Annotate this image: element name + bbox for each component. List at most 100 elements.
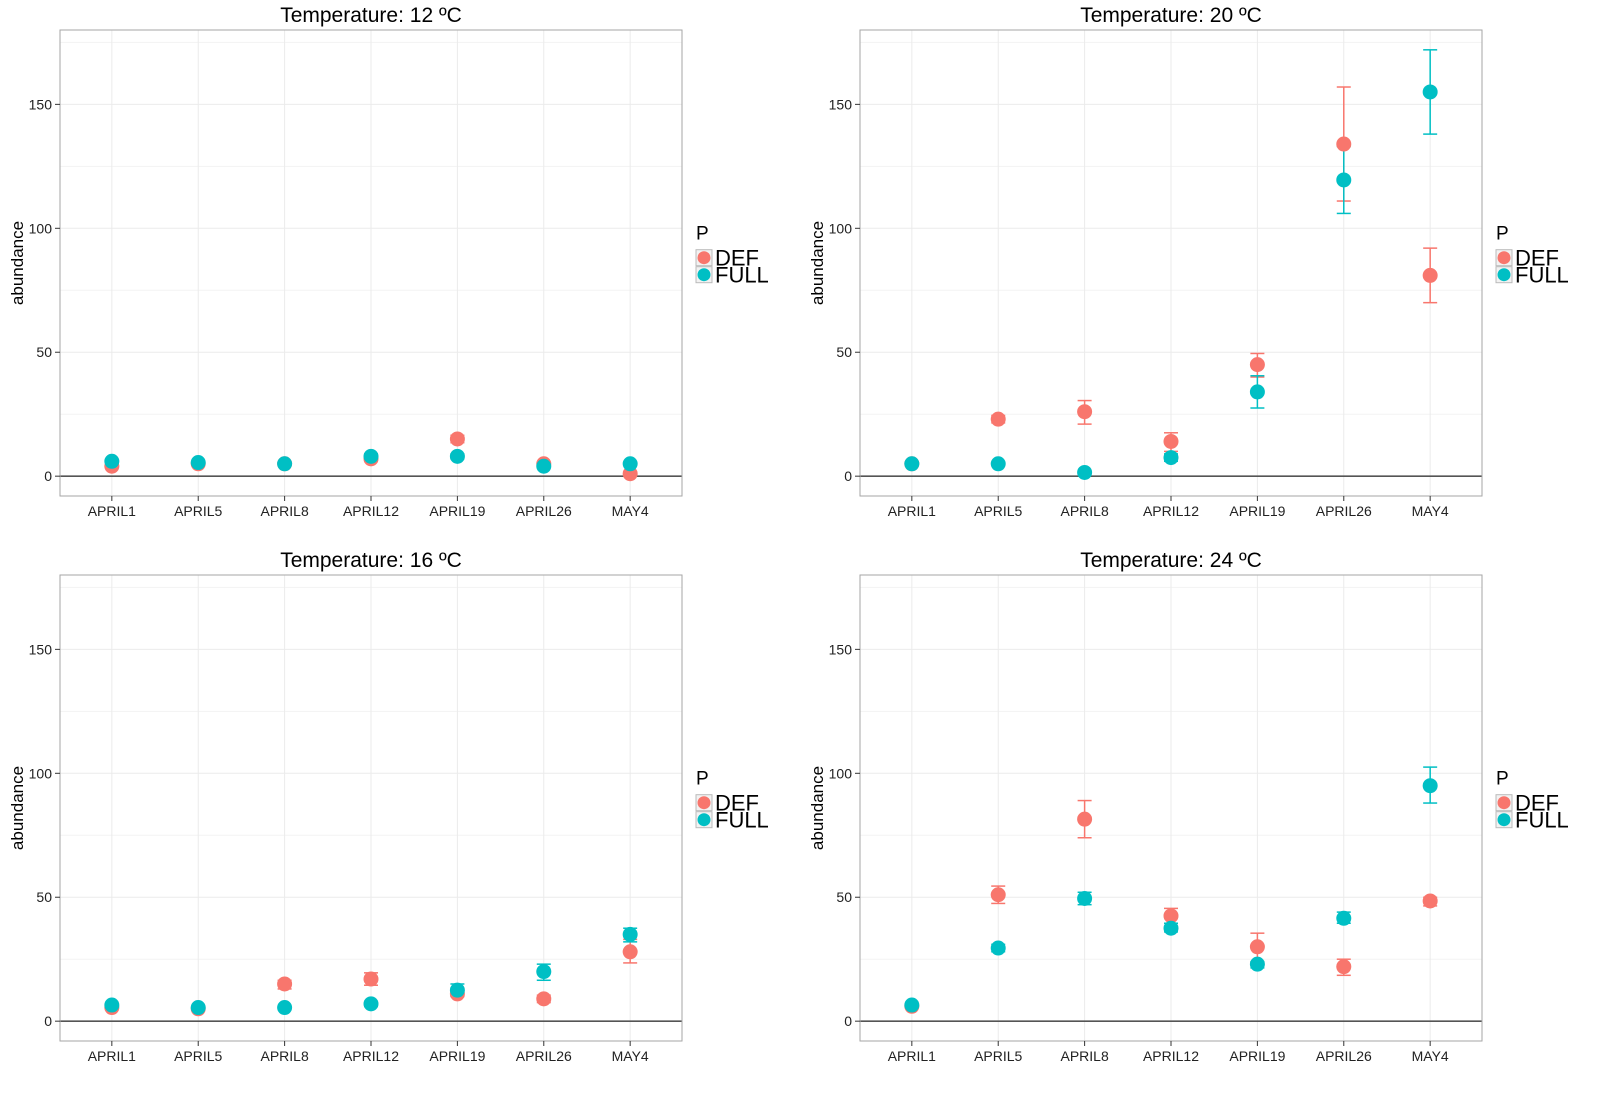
y-tick-label: 100	[829, 220, 853, 236]
legend-label: FULL	[1515, 263, 1569, 288]
y-tick-label: 150	[829, 96, 853, 112]
panel-temp-24: 0 50 100 150 APRIL1 APRIL5 APRIL8 APRIL12 APRIL1…	[800, 545, 1600, 1090]
x-tick-label: MAY4	[612, 1048, 649, 1064]
x-tick-label: APRIL12	[343, 503, 399, 519]
data-point-def	[1163, 433, 1179, 449]
data-point-full	[1422, 84, 1438, 100]
x-tick-label: APRIL19	[1229, 503, 1285, 519]
data-point-full	[1422, 778, 1438, 794]
x-tick-label: APRIL5	[174, 503, 222, 519]
data-point-full	[904, 456, 920, 472]
x-tick-label: APRIL8	[1060, 503, 1108, 519]
data-point-full	[1077, 464, 1093, 480]
data-point-full	[990, 940, 1006, 956]
legend-marker-def	[697, 796, 711, 810]
legend-label: DEF	[715, 791, 759, 816]
chart-temp-16: 0 50 100 150 APRIL1 APRIL5 APRIL8 APRIL12 APRIL1…	[8, 549, 769, 1064]
data-point-full	[449, 448, 465, 464]
data-point-full	[363, 996, 379, 1012]
y-tick-label: 0	[844, 468, 852, 484]
data-point-full	[990, 456, 1006, 472]
data-point-full	[1249, 384, 1265, 400]
chart-title: Temperature: 16 ºC	[280, 549, 462, 572]
panel-temp-16: 0 50 100 150 APRIL1 APRIL5 APRIL8 APRIL12 APRIL1…	[0, 545, 800, 1090]
data-point-full	[622, 926, 638, 942]
x-tick-label: APRIL26	[516, 1048, 572, 1064]
data-point-def	[1163, 908, 1179, 924]
data-point-full	[536, 964, 552, 980]
y-tick-label: 100	[29, 765, 53, 781]
legend-marker-full	[697, 268, 711, 282]
data-point-def	[1336, 959, 1352, 975]
chart-temp-12: 0 50 100 150 APRIL1 APRIL5 APRIL8 APRIL12 APRIL1…	[8, 4, 769, 519]
data-point-full	[622, 456, 638, 472]
x-tick-label: MAY4	[612, 503, 649, 519]
y-tick-label: 50	[836, 889, 852, 905]
y-tick-label: 0	[44, 468, 52, 484]
legend-title: P	[696, 224, 709, 245]
x-tick-label: APRIL19	[429, 503, 485, 519]
x-tick-label: APRIL12	[343, 1048, 399, 1064]
y-tick-label: 0	[44, 1013, 52, 1029]
y-tick-label: 150	[29, 96, 53, 112]
y-axis-label: abundance	[808, 221, 827, 305]
data-point-full	[104, 997, 120, 1013]
data-point-full	[1336, 910, 1352, 926]
y-axis-label: abundance	[8, 766, 27, 850]
data-point-def	[1422, 267, 1438, 283]
x-tick-label: APRIL5	[174, 1048, 222, 1064]
chart-temp-24: 0 50 100 150 APRIL1 APRIL5 APRIL8 APRIL12 APRIL1…	[808, 549, 1569, 1064]
y-tick-label: 50	[36, 889, 52, 905]
data-point-full	[190, 455, 206, 471]
legend-title: P	[696, 769, 709, 790]
data-point-full	[449, 982, 465, 998]
data-point-def	[622, 944, 638, 960]
chart-title: Temperature: 20 ºC	[1080, 4, 1262, 27]
x-tick-label: APRIL1	[88, 1048, 136, 1064]
x-tick-label: APRIL12	[1143, 503, 1199, 519]
data-point-full	[1249, 956, 1265, 972]
x-tick-label: APRIL19	[1229, 1048, 1285, 1064]
data-point-def	[449, 431, 465, 447]
chart-title: Temperature: 12 ºC	[280, 4, 462, 27]
x-tick-label: APRIL8	[260, 503, 308, 519]
x-tick-label: APRIL26	[516, 503, 572, 519]
data-point-def	[1422, 893, 1438, 909]
data-point-def	[536, 991, 552, 1007]
y-axis-label: abundance	[8, 221, 27, 305]
x-tick-label: APRIL19	[429, 1048, 485, 1064]
legend-label: DEF	[1515, 246, 1559, 271]
chart-title: Temperature: 24 ºC	[1080, 549, 1262, 572]
legend-title: P	[1496, 769, 1509, 790]
x-tick-label: MAY4	[1412, 503, 1449, 519]
legend-label: DEF	[1515, 791, 1559, 816]
data-point-full	[277, 1000, 293, 1016]
data-point-def	[1249, 939, 1265, 955]
y-tick-label: 150	[29, 641, 53, 657]
x-tick-label: APRIL1	[888, 1048, 936, 1064]
legend-title: P	[1496, 224, 1509, 245]
legend-marker-full	[1497, 268, 1511, 282]
x-tick-label: APRIL12	[1143, 1048, 1199, 1064]
legend-label: DEF	[715, 246, 759, 271]
legend-marker-def	[1497, 796, 1511, 810]
data-point-def	[363, 971, 379, 987]
data-point-full	[104, 453, 120, 469]
data-point-full	[904, 997, 920, 1013]
x-tick-label: APRIL8	[1060, 1048, 1108, 1064]
data-point-def	[277, 976, 293, 992]
data-point-def	[1336, 136, 1352, 152]
y-axis-label: abundance	[808, 766, 827, 850]
panel-temp-12: 0 50 100 150 APRIL1 APRIL5 APRIL8 APRIL12 APRIL1…	[0, 0, 800, 545]
x-tick-label: APRIL26	[1316, 1048, 1372, 1064]
data-point-def	[1077, 811, 1093, 827]
data-point-full	[1163, 920, 1179, 936]
legend-label: FULL	[715, 263, 769, 288]
legend-label: FULL	[1515, 808, 1569, 833]
y-tick-label: 100	[829, 765, 853, 781]
panel-temp-20: 0 50 100 150 APRIL1 APRIL5 APRIL8 APRIL12 APRIL1…	[800, 0, 1600, 545]
y-tick-label: 0	[844, 1013, 852, 1029]
y-tick-label: 150	[829, 641, 853, 657]
x-tick-label: APRIL5	[974, 1048, 1022, 1064]
